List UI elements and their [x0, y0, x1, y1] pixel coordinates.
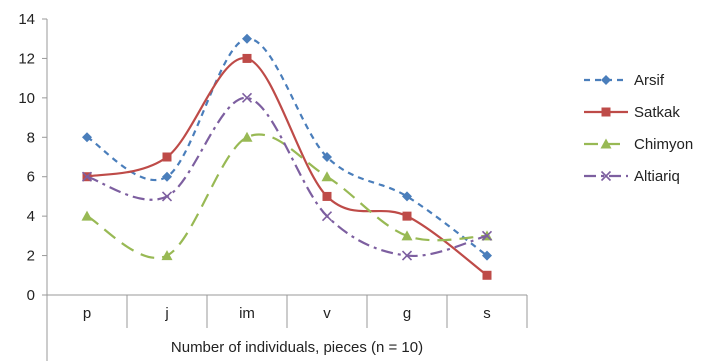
point-satkak	[162, 152, 172, 162]
point-altiariq	[161, 191, 173, 202]
point-altiariq	[81, 171, 93, 182]
y-tick-label: 14	[18, 11, 35, 28]
point-arsif	[322, 152, 332, 162]
point-arsif	[82, 132, 92, 143]
x-tick-label: im	[239, 305, 255, 322]
legend-label: Satkak	[634, 104, 680, 121]
y-tick-label: 6	[27, 169, 35, 186]
series-line-chimyon	[86, 133, 488, 259]
point-satkak	[482, 270, 492, 280]
legend-label: Altiariq	[634, 168, 680, 185]
legend-label: Arsif	[634, 72, 665, 89]
point-chimyon	[401, 230, 413, 241]
point-altiariq	[321, 211, 333, 222]
point-arsif	[482, 250, 492, 261]
legend-label: Chimyon	[634, 136, 693, 153]
x-tick-label: s	[483, 305, 491, 322]
x-axis-label: Number of individuals, pieces (n = 10)	[171, 339, 423, 356]
legend-marker	[601, 75, 611, 85]
legend-marker	[600, 170, 612, 182]
point-chimyon	[81, 210, 93, 221]
point-arsif	[242, 33, 252, 44]
legend: Arsif Satkak Chimyon Altiariq	[584, 72, 693, 185]
point-arsif	[162, 171, 172, 182]
series-line-arsif	[86, 37, 488, 257]
point-chimyon	[161, 250, 173, 261]
point-chimyon	[241, 131, 253, 142]
series-layer	[81, 33, 493, 280]
y-tick-label: 12	[18, 50, 35, 67]
series-arsif	[82, 33, 492, 261]
legend-item-satkak: Satkak	[584, 104, 680, 121]
x-tick-label: j	[164, 305, 168, 322]
point-altiariq	[481, 230, 493, 241]
series-chimyon	[81, 131, 493, 261]
series-line-satkak	[86, 57, 488, 277]
series-altiariq	[81, 92, 493, 261]
y-tick-label: 4	[27, 208, 35, 225]
axes: 0 2 4 6 8 10 12 14 p j im v g s Number of individuals,…	[18, 11, 528, 361]
legend-marker	[600, 138, 612, 149]
point-altiariq	[241, 92, 253, 103]
point-arsif	[402, 191, 412, 202]
point-satkak	[322, 191, 332, 201]
legend-marker	[601, 107, 611, 117]
point-altiariq	[401, 250, 413, 261]
y-tick-label: 8	[27, 129, 35, 146]
legend-item-chimyon: Chimyon	[584, 136, 693, 153]
x-tick-label: g	[403, 305, 411, 322]
point-satkak	[402, 211, 412, 221]
y-tick-label: 10	[18, 90, 35, 107]
point-chimyon	[321, 171, 333, 182]
legend-item-altiariq: Altiariq	[584, 168, 680, 185]
point-satkak	[242, 53, 252, 63]
x-tick-label: p	[83, 305, 91, 322]
y-tick-label: 0	[27, 287, 35, 304]
x-tick-label: v	[323, 305, 331, 322]
legend-item-arsif: Arsif	[584, 72, 665, 89]
y-tick-label: 2	[27, 248, 35, 265]
